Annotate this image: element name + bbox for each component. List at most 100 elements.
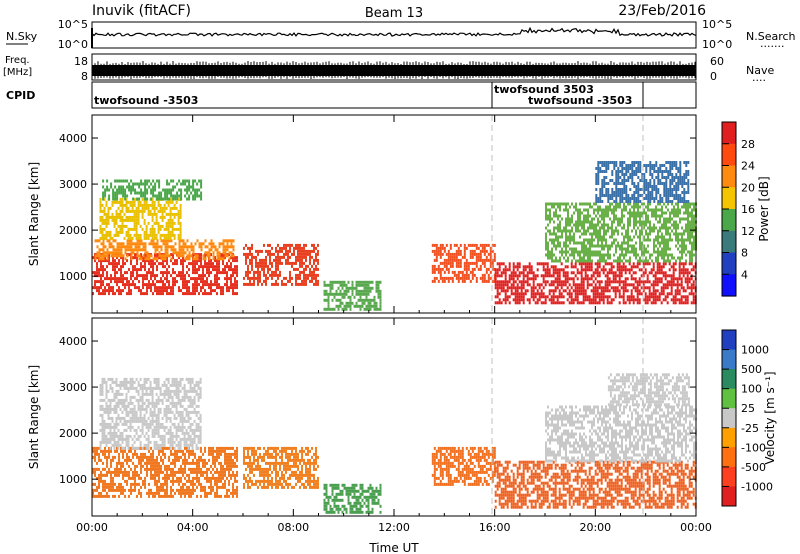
scatter-cell bbox=[595, 208, 597, 212]
scatter-cell bbox=[194, 262, 196, 266]
scatter-cell bbox=[265, 282, 267, 286]
scatter-cell bbox=[441, 243, 444, 247]
scatter-cell bbox=[443, 276, 446, 280]
scatter-cell bbox=[437, 270, 440, 274]
scatter-cell bbox=[667, 220, 669, 224]
scatter-cell bbox=[661, 197, 664, 200]
scatter-cell bbox=[660, 301, 663, 305]
scatter-cell bbox=[152, 259, 154, 263]
scatter-cell bbox=[621, 164, 624, 167]
scatter-cell bbox=[196, 239, 199, 243]
scatter-cell bbox=[194, 268, 196, 272]
scatter-cell bbox=[455, 264, 458, 268]
scatter-cell bbox=[547, 229, 549, 233]
scatter-cell bbox=[120, 265, 122, 269]
scatter-cell bbox=[545, 235, 547, 239]
scatter-cell bbox=[180, 251, 183, 255]
scatter-cell bbox=[134, 482, 136, 486]
scatter-cell bbox=[232, 274, 234, 278]
scatter-cell bbox=[160, 494, 162, 498]
scatter-cell bbox=[299, 276, 301, 280]
scatter-cell bbox=[101, 230, 104, 234]
scatter-cell bbox=[634, 286, 637, 290]
scatter-cell bbox=[247, 267, 249, 271]
scatter-cell bbox=[679, 173, 682, 176]
scatter-cell bbox=[592, 280, 595, 284]
scatter-cell bbox=[485, 249, 488, 253]
scatter-cell bbox=[171, 227, 174, 231]
scatter-cell bbox=[130, 185, 133, 189]
colorbar-tick-label: 8 bbox=[741, 247, 748, 260]
scatter-cell bbox=[485, 279, 488, 283]
scatter-cell bbox=[679, 170, 682, 173]
scatter-cell bbox=[498, 268, 501, 272]
scatter-cell bbox=[481, 249, 484, 253]
scatter-cell bbox=[102, 251, 105, 255]
scatter-cell bbox=[204, 262, 206, 266]
scatter-cell bbox=[663, 250, 665, 254]
scatter-cell bbox=[655, 194, 658, 197]
scatter-cell bbox=[148, 262, 150, 266]
scatter-cell bbox=[377, 295, 380, 299]
scatter-cell bbox=[297, 267, 299, 271]
scatter-cell bbox=[631, 238, 633, 242]
scatter-cell bbox=[109, 215, 112, 219]
scatter-cell bbox=[315, 264, 317, 268]
scatter-cell bbox=[603, 176, 606, 179]
scatter-cell bbox=[100, 494, 102, 498]
scatter-cell bbox=[277, 243, 279, 247]
scatter-cell bbox=[618, 289, 621, 293]
scatter-cell bbox=[685, 244, 687, 248]
scatter-cell bbox=[607, 161, 610, 164]
scatter-cell bbox=[333, 295, 336, 299]
scatter-cell bbox=[561, 247, 563, 251]
scatter-cell bbox=[194, 259, 196, 263]
scatter-cell bbox=[565, 229, 567, 233]
scatter-cell bbox=[675, 208, 677, 212]
scatter-cell bbox=[678, 298, 681, 302]
scatter-cell bbox=[663, 247, 665, 251]
scatter-cell bbox=[583, 250, 585, 254]
scatter-cell bbox=[494, 286, 497, 290]
scatter-cell bbox=[177, 212, 180, 216]
scatter-cell bbox=[327, 295, 330, 299]
scatter-cell bbox=[166, 191, 169, 195]
scatter-cell bbox=[161, 209, 164, 213]
scatter-cell bbox=[105, 212, 108, 216]
scatter-cell bbox=[675, 173, 678, 176]
scatter-cell bbox=[680, 277, 683, 281]
scatter-cell bbox=[301, 258, 303, 262]
scatter-cell bbox=[116, 449, 118, 453]
scatter-cell bbox=[148, 280, 150, 284]
scatter-cell bbox=[129, 236, 132, 240]
scatter-cell bbox=[170, 194, 173, 198]
scatter-cell bbox=[603, 161, 606, 164]
scatter-cell bbox=[605, 164, 608, 167]
scatter-cell bbox=[118, 470, 120, 474]
scatter-cell bbox=[690, 268, 693, 272]
scatter-cell bbox=[611, 235, 613, 239]
scatter-cell bbox=[596, 295, 599, 299]
scatter-cell bbox=[633, 173, 636, 176]
scatter-cell bbox=[147, 203, 150, 207]
scatter-cell bbox=[106, 248, 109, 252]
scatter-cell bbox=[184, 251, 187, 255]
scatter-cell bbox=[453, 270, 456, 274]
scatter-cell bbox=[599, 250, 601, 254]
scatter-cell bbox=[190, 277, 192, 281]
scatter-cell bbox=[668, 274, 671, 278]
scatter-cell bbox=[136, 248, 139, 252]
scatter-cell bbox=[621, 250, 623, 254]
scatter-cell bbox=[297, 246, 299, 250]
scatter-cell bbox=[455, 255, 458, 259]
scatter-cell bbox=[109, 236, 112, 240]
scatter-cell bbox=[659, 182, 662, 185]
scatter-cell bbox=[110, 458, 112, 462]
scatter-cell bbox=[606, 274, 609, 278]
scatter-cell bbox=[345, 289, 348, 293]
scatter-cell bbox=[168, 286, 170, 290]
scatter-cell bbox=[566, 298, 569, 302]
scatter-cell bbox=[435, 267, 438, 271]
scatter-cell bbox=[379, 280, 382, 284]
scatter-cell bbox=[151, 227, 154, 231]
